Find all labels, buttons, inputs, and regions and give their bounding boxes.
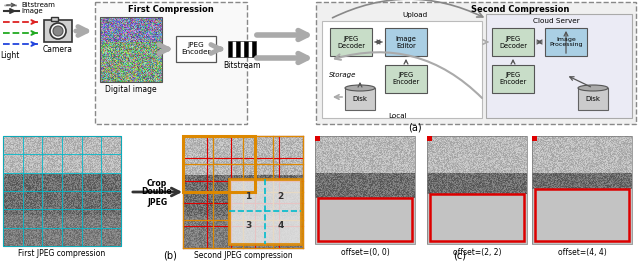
Bar: [248, 41, 252, 57]
Bar: [252, 41, 256, 57]
Bar: [385, 28, 427, 56]
Text: Camera: Camera: [43, 46, 73, 55]
Circle shape: [53, 26, 63, 36]
Bar: [492, 28, 534, 56]
Bar: [315, 136, 415, 244]
Text: Image
Processing: Image Processing: [549, 37, 583, 48]
Bar: [385, 65, 427, 93]
Text: JPEG
Encoder: JPEG Encoder: [181, 42, 211, 56]
Bar: [492, 65, 534, 93]
Text: Bitstream: Bitstream: [223, 60, 260, 69]
Text: Storage: Storage: [329, 72, 356, 78]
Bar: [532, 136, 632, 244]
Bar: [322, 21, 482, 118]
Bar: [3, 136, 121, 246]
Text: 4: 4: [277, 221, 284, 230]
Bar: [430, 194, 524, 241]
Bar: [183, 136, 303, 248]
Ellipse shape: [345, 85, 375, 91]
Bar: [176, 36, 216, 62]
Bar: [318, 198, 412, 241]
Text: JPEG
Encoder: JPEG Encoder: [499, 73, 527, 86]
Text: First JPEG compression: First JPEG compression: [19, 249, 106, 258]
Text: Cloud Server: Cloud Server: [532, 18, 579, 24]
Bar: [51, 17, 58, 21]
Bar: [330, 28, 372, 56]
Text: Bitstream: Bitstream: [21, 2, 55, 8]
Text: offset=(2, 2): offset=(2, 2): [452, 248, 501, 256]
Bar: [427, 136, 527, 244]
Bar: [316, 2, 636, 124]
Text: 1: 1: [245, 192, 251, 201]
Bar: [95, 2, 247, 124]
Bar: [578, 88, 608, 110]
Ellipse shape: [578, 85, 608, 91]
Text: JPEG
Encoder: JPEG Encoder: [392, 73, 420, 86]
Text: 2: 2: [277, 192, 284, 201]
Text: Image: Image: [21, 8, 43, 14]
Text: Light: Light: [0, 52, 20, 60]
Bar: [183, 136, 255, 192]
Text: (b): (b): [163, 251, 177, 261]
Text: Disk: Disk: [353, 96, 367, 102]
Text: First Compression: First Compression: [128, 5, 214, 14]
Text: Digital image: Digital image: [105, 86, 157, 94]
Bar: [532, 136, 537, 141]
Bar: [240, 41, 244, 57]
Text: (a): (a): [408, 122, 422, 132]
Text: Crop: Crop: [147, 180, 167, 188]
Text: offset=(4, 4): offset=(4, 4): [557, 248, 606, 256]
Bar: [545, 28, 587, 56]
Bar: [345, 88, 375, 110]
Text: Local: Local: [388, 113, 407, 119]
Bar: [486, 14, 632, 118]
Text: Disk: Disk: [586, 96, 600, 102]
Bar: [535, 189, 629, 241]
Text: Second Compression: Second Compression: [471, 5, 569, 14]
Bar: [44, 20, 72, 42]
Bar: [236, 41, 240, 57]
Bar: [228, 178, 301, 244]
Text: 3: 3: [245, 221, 251, 230]
Bar: [427, 136, 432, 141]
Bar: [232, 41, 236, 57]
Text: Second JPEG compression: Second JPEG compression: [194, 251, 292, 261]
Text: Double
JPEG: Double JPEG: [141, 187, 172, 207]
Bar: [315, 136, 320, 141]
Bar: [100, 17, 162, 82]
Bar: [244, 41, 248, 57]
Text: JPEG
Decoder: JPEG Decoder: [499, 35, 527, 49]
Text: (c): (c): [454, 251, 467, 261]
Bar: [228, 41, 232, 57]
Text: Upload: Upload: [403, 12, 428, 18]
Text: offset=(0, 0): offset=(0, 0): [340, 248, 389, 256]
Circle shape: [50, 23, 66, 39]
Text: JPEG
Decoder: JPEG Decoder: [337, 35, 365, 49]
Text: Image
Editor: Image Editor: [396, 35, 417, 49]
